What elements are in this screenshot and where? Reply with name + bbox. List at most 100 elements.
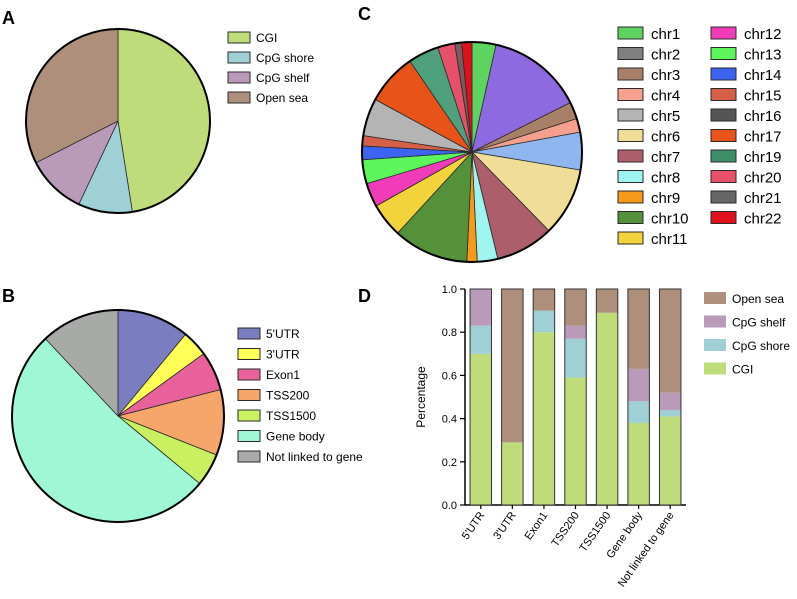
- y-tick-label-0: 0.0: [442, 500, 457, 512]
- legend-c-swatch-4: [617, 108, 644, 122]
- bar-0-cpg-shore: [470, 325, 492, 354]
- legend-c-label-12: chr13: [744, 47, 782, 64]
- legend-c-label-9: chr10: [651, 211, 689, 228]
- legend-c-swatch-2: [617, 67, 644, 81]
- bar-6-cpg-shelf: [659, 392, 681, 410]
- legend-a-label-3: Open sea: [256, 91, 308, 105]
- legend-c-swatch-14: [710, 88, 737, 101]
- legend-c-label-2: chr3: [651, 67, 680, 84]
- bar-3-cgi: [564, 377, 587, 505]
- pie-chart-a: [25, 28, 211, 214]
- legend-b-label-2: Exon1: [266, 368, 300, 382]
- legend-c-label-6: chr7: [651, 149, 680, 166]
- bar-0-cgi: [470, 353, 492, 505]
- pie-b-outline: [11, 309, 225, 523]
- bar-5-cpg-shelf: [627, 368, 650, 402]
- legend-c-swatch-16: [710, 129, 737, 142]
- legend-a-swatch-0: [227, 31, 251, 44]
- legend-b-label-1: 3'UTR: [266, 348, 300, 362]
- legend-c-label-5: chr6: [651, 129, 680, 146]
- panel-letter-b: B: [2, 286, 15, 306]
- pie-a-outline: [25, 28, 211, 214]
- panel-letter-d: D: [358, 286, 371, 306]
- legend-a-swatch-3: [227, 91, 251, 104]
- stacked-bar-chart-d: 0.0 0.2 0.4 0.6 0.8 1.0 Percentage 5'UTR 3'UTR Ex…: [414, 284, 686, 589]
- legend-c-label-7: chr8: [651, 170, 680, 187]
- panel-letter-c: C: [358, 4, 371, 24]
- legend-d-label-2: CpG shore: [732, 339, 790, 353]
- legend-c-label-10: chr11: [651, 231, 687, 248]
- legend-c-swatch-6: [617, 149, 644, 163]
- legend-a-label-1: CpG shore: [256, 51, 314, 65]
- legend-d-swatch-2: [704, 339, 726, 351]
- y-axis-title: Percentage: [414, 366, 428, 428]
- legend-a: CGI CpG shore CpG shelf Open sea: [227, 31, 314, 105]
- pie-a-slice-0: [117, 28, 211, 213]
- bar-6-cgi: [659, 416, 681, 505]
- legend-c-label-17: chr19: [744, 149, 782, 166]
- legend-b: 5'UTR 3'UTR Exon1 TSS200 TSS1500 Gene body Not…: [237, 327, 363, 464]
- legend-c-swatch-9: [617, 211, 644, 224]
- legend-c-swatch-15: [710, 108, 737, 122]
- y-tick-label-5: 1.0: [442, 284, 457, 296]
- legend-b-swatch-0: [237, 327, 261, 340]
- legend-d-swatch-1: [704, 315, 726, 328]
- legend-d-label-1: CpG shelf: [732, 316, 786, 330]
- bar-2-open-sea: [533, 289, 555, 311]
- bar-1-cgi: [501, 442, 524, 505]
- legend-c-label-13: chr14: [744, 67, 782, 84]
- legend-b-label-6: Not linked to gene: [266, 450, 363, 464]
- legend-a-label-2: CpG shelf: [256, 71, 310, 85]
- x-tick-label-3: TSS200: [549, 510, 582, 549]
- legend-c-swatch-11: [710, 26, 737, 40]
- legend-b-swatch-1: [237, 348, 261, 360]
- bar-0-cpg-shelf: [470, 289, 492, 326]
- x-tick-label-0: 5'UTR: [460, 510, 488, 542]
- bar-5-cpg-shore: [627, 401, 650, 423]
- bar-6-open-sea: [659, 289, 681, 393]
- legend-c-label-19: chr21: [744, 190, 782, 207]
- bar-3-open-sea: [564, 289, 587, 326]
- y-tick-label-4: 0.8: [442, 327, 457, 339]
- legend-a-swatch-2: [227, 71, 251, 84]
- legend-c-swatch-7: [617, 170, 644, 183]
- legend-d-swatch-0: [704, 292, 726, 304]
- legend-c-swatch-17: [710, 149, 737, 163]
- legend-c-label-11: chr12: [744, 26, 782, 43]
- legend-d-label-3: CGI: [732, 363, 753, 377]
- legend-b-swatch-6: [237, 450, 261, 463]
- bar-3-cpg-shelf: [564, 325, 587, 339]
- legend-c-swatch-10: [617, 231, 644, 245]
- bar-4-open-sea: [596, 289, 618, 313]
- y-tick-label-1: 0.2: [442, 457, 457, 469]
- legend-b-swatch-5: [237, 430, 261, 442]
- legend-c-label-20: chr22: [744, 211, 782, 228]
- legend-b-label-3: TSS200: [266, 389, 310, 403]
- y-tick-label-3: 0.6: [442, 370, 457, 382]
- pie-chart-c: [361, 41, 583, 263]
- panel-letter-a: A: [2, 8, 15, 28]
- legend-c-label-16: chr17: [744, 129, 782, 146]
- legend-c-swatch-13: [710, 67, 737, 81]
- legend-c-label-1: chr2: [651, 47, 680, 64]
- legend-c-swatch-8: [617, 190, 644, 204]
- bar-3-cpg-shore: [564, 338, 587, 378]
- legend-d: Open sea CpG shelf CpG shore CGI: [704, 292, 790, 377]
- legend-c-swatch-5: [617, 129, 644, 142]
- x-tick-label-6: Not linked to gene: [616, 510, 677, 590]
- bar-5-open-sea: [627, 289, 650, 369]
- legend-c-label-8: chr9: [651, 190, 680, 207]
- bar-4-cgi: [596, 312, 618, 505]
- legend-c-label-14: chr15: [744, 88, 782, 105]
- legend-c-label-18: chr20: [744, 170, 782, 187]
- pie-c-outline: [361, 41, 583, 263]
- legend-c-label-4: chr5: [651, 108, 680, 125]
- legend-b-swatch-4: [237, 409, 261, 422]
- bar-1-open-sea: [501, 289, 524, 443]
- legend-c-swatch-12: [710, 47, 737, 60]
- x-tick-label-1: 3'UTR: [491, 510, 519, 542]
- legend-c-label-0: chr1: [651, 26, 680, 43]
- legend-b-swatch-2: [237, 368, 261, 381]
- legend-d-label-0: Open sea: [732, 292, 784, 306]
